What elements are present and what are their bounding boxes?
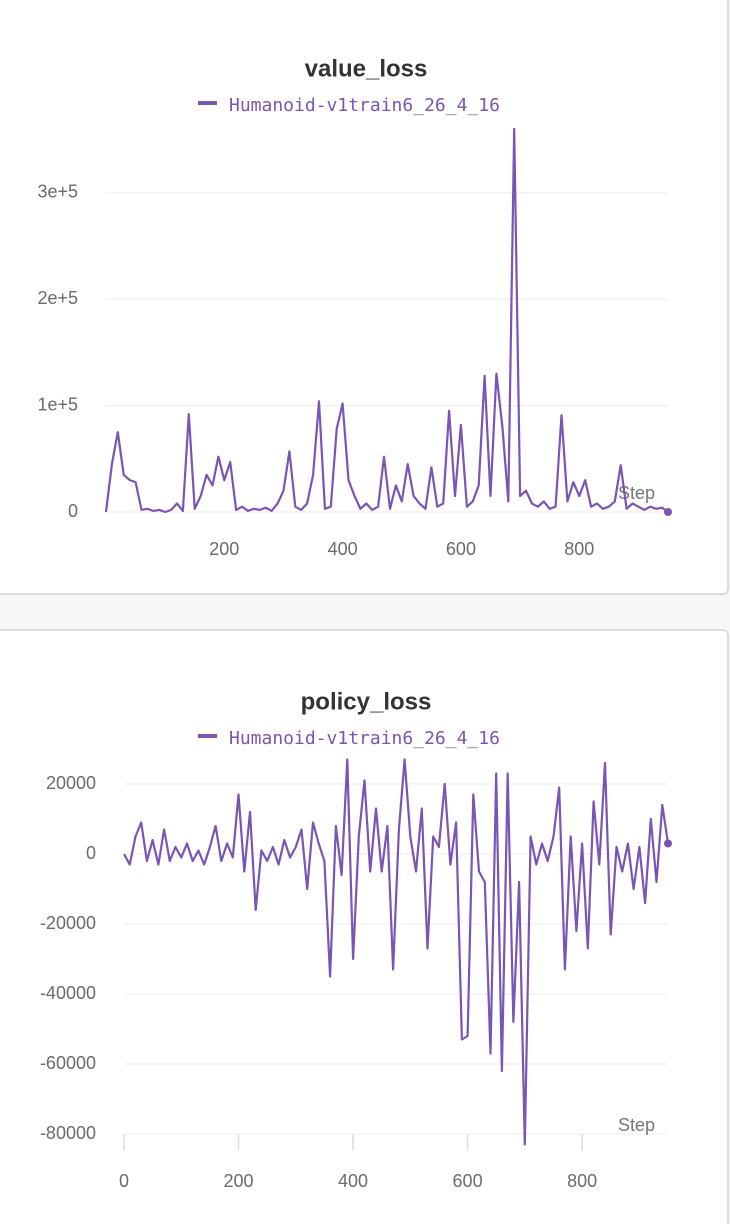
series-line: [104, 127, 669, 514]
x-tick-label: 800: [567, 1171, 597, 1191]
chart-title: value_loss: [305, 55, 428, 82]
y-tick-label: 1e+5: [37, 394, 78, 414]
x-tick-label: 400: [338, 1171, 368, 1191]
y-tick-label: -80000: [40, 1123, 96, 1143]
end-point: [664, 839, 672, 848]
x-tick-label: 600: [453, 1171, 483, 1191]
x-tick-label: 400: [328, 539, 358, 559]
legend-label: Humanoid-v1train6_26_4_16: [229, 728, 500, 749]
y-tick-label: -60000: [40, 1053, 96, 1073]
x-tick-label: 200: [209, 539, 239, 559]
y-tick-label: 3e+5: [37, 182, 78, 202]
y-tick-label: 0: [68, 501, 78, 521]
panel: [0, 629, 729, 1224]
x-axis-label: Step: [618, 483, 655, 503]
chart-title: policy_loss: [301, 688, 432, 715]
x-tick-label: 200: [224, 1171, 254, 1191]
legend-label: Humanoid-v1train6_26_4_16: [229, 95, 500, 116]
y-tick-label: -20000: [40, 913, 96, 933]
series-line: [123, 758, 670, 1146]
y-tick-label: 0: [86, 843, 96, 863]
end-point: [664, 508, 672, 516]
x-tick-label: 600: [446, 539, 476, 559]
x-tick-label: 0: [119, 1171, 129, 1191]
panel: [0, 0, 729, 595]
y-tick-label: -40000: [40, 983, 96, 1003]
y-tick-label: 2e+5: [37, 288, 78, 308]
y-tick-label: 20000: [46, 773, 96, 793]
x-axis-label: Step: [618, 1115, 655, 1135]
x-tick-label: 800: [564, 539, 594, 559]
